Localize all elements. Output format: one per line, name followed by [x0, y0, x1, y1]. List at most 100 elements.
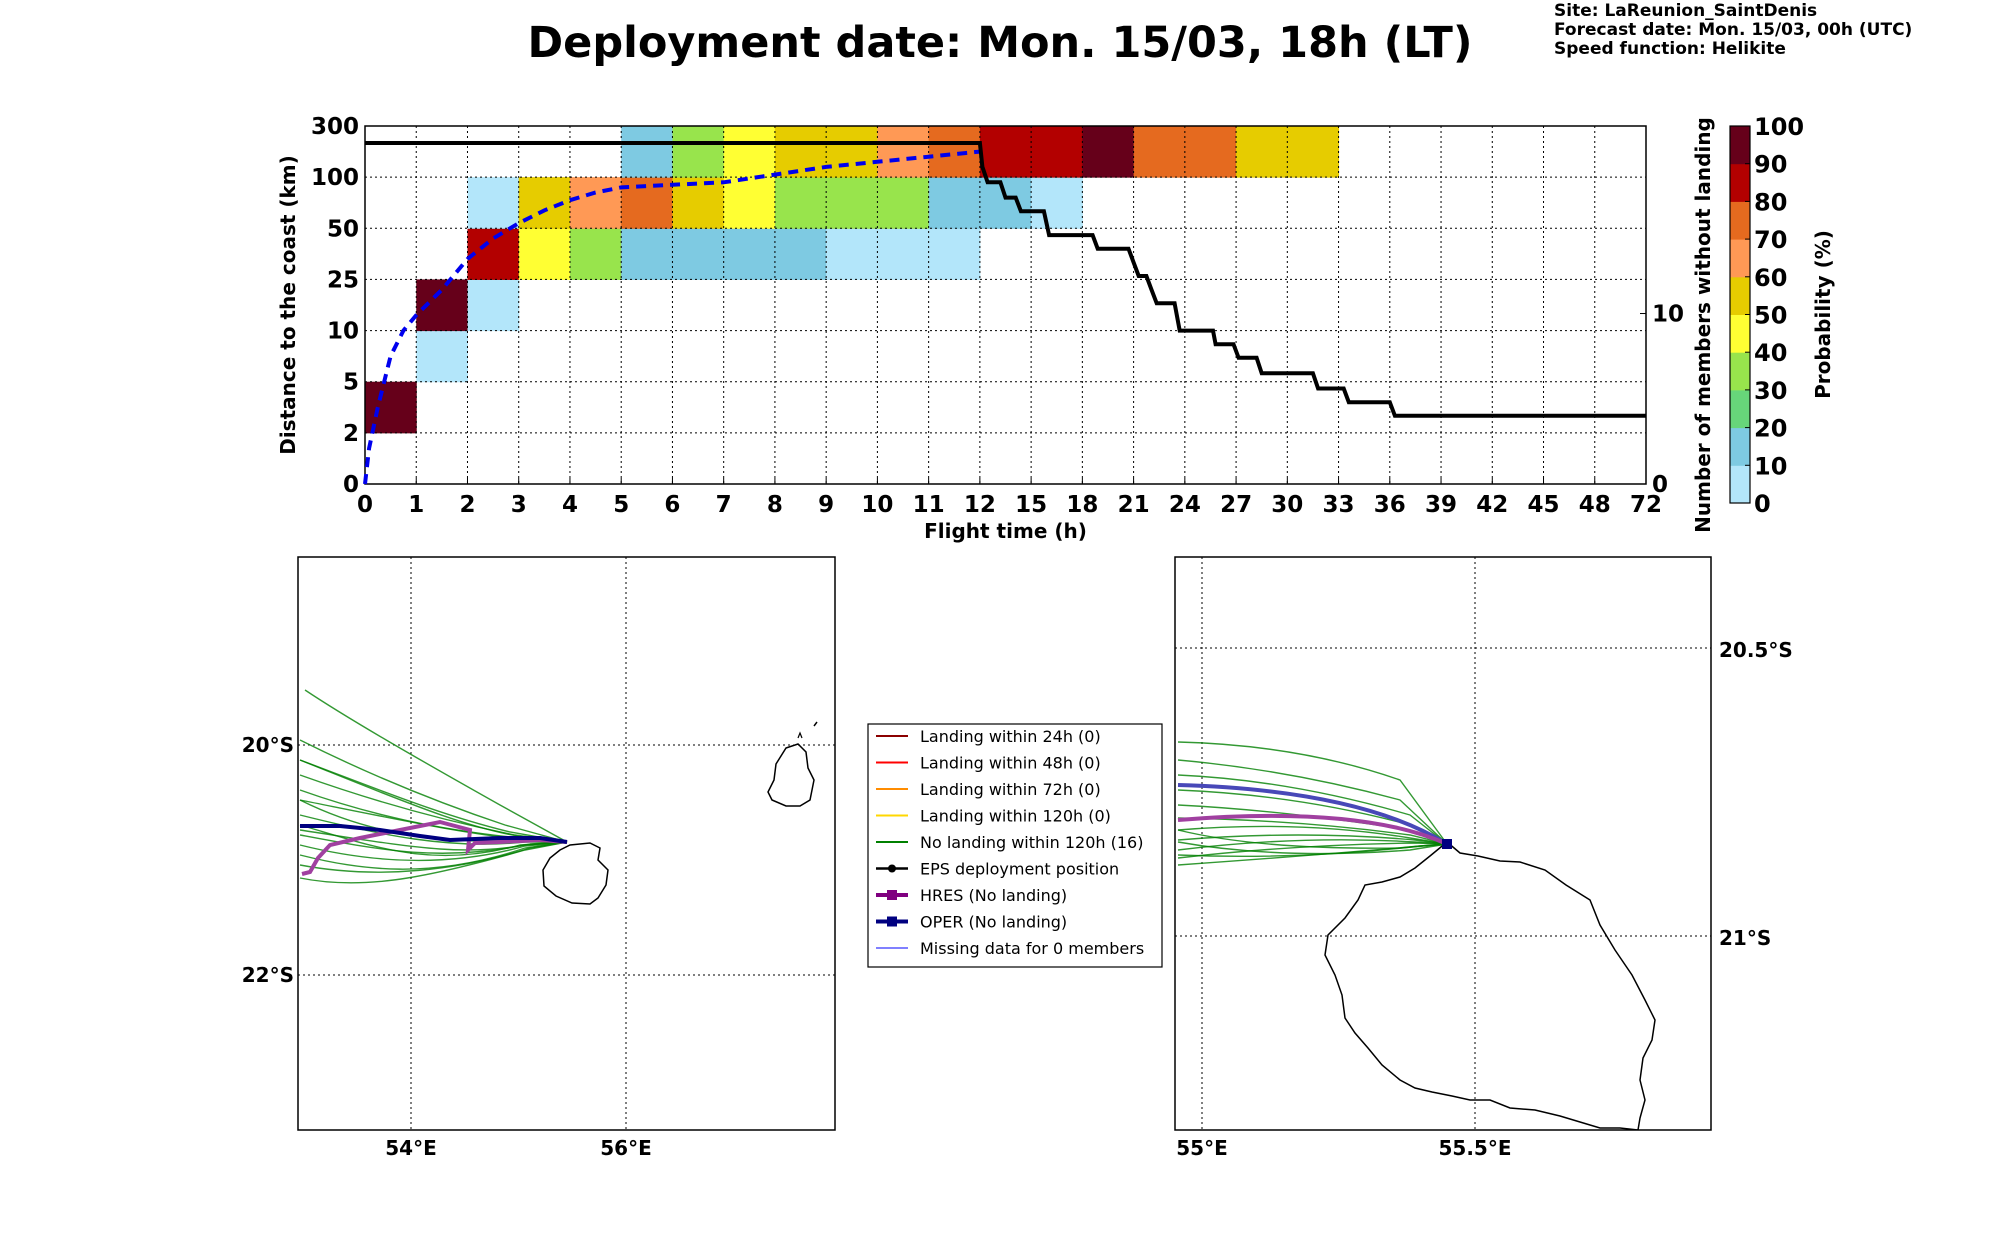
map-lon-label: 55°E	[1176, 1136, 1228, 1160]
colorbar-swatch	[1730, 126, 1750, 165]
colorbar-swatch	[1730, 427, 1750, 466]
map-lon-label: 55.5°E	[1438, 1136, 1511, 1160]
heatmap-cell	[1133, 126, 1186, 178]
colorbar-swatch	[1730, 163, 1750, 202]
y-tick-label: 300	[311, 114, 359, 140]
map-lat-label: 20°S	[242, 733, 294, 757]
legend-frame	[867, 723, 1163, 968]
heatmap-cell	[621, 177, 673, 229]
mauritius-island-outline	[767, 743, 815, 807]
heatmap-cell	[518, 228, 571, 280]
y-tick-label: 2	[343, 421, 359, 447]
y-tick-label: 5	[343, 370, 359, 396]
heatmap-cell	[1082, 126, 1135, 178]
legend-label: Landing within 24h (0)	[920, 727, 1101, 746]
map-lon-label: 54°E	[385, 1136, 437, 1160]
map-content	[1175, 557, 1711, 1130]
x-tick-label: 24	[1169, 492, 1201, 518]
heatmap-cell	[1287, 126, 1340, 178]
heatmap-cell	[826, 177, 878, 229]
heatmap-cell	[1031, 177, 1083, 229]
legend: Landing within 24h (0) Landing within 48h…	[867, 723, 1163, 968]
heatmap-cell	[877, 177, 930, 229]
heatmap-cell	[1184, 126, 1237, 178]
chart-title: Deployment date: Mon. 15/03, 18h (LT)	[527, 18, 1473, 68]
x-tick-label: 8	[767, 492, 783, 518]
heatmap-cell	[774, 177, 827, 229]
colorbar-tick-label: 90	[1754, 151, 1787, 179]
zoom-map: 55°E 55.5°E 20.5°S 21°S	[1174, 556, 1793, 1160]
right-tick-label: 10	[1652, 302, 1684, 328]
colorbar-tick-label: 40	[1754, 339, 1787, 367]
x-tick-label: 30	[1271, 492, 1303, 518]
legend-label: HRES (No landing)	[920, 886, 1067, 905]
x-tick-label: 48	[1579, 492, 1611, 518]
x-tick-label: 27	[1220, 492, 1252, 518]
deployment-marker	[1442, 839, 1452, 849]
heatmap-cell	[723, 177, 776, 229]
colorbar-tick-label: 30	[1754, 377, 1787, 405]
map-content	[298, 557, 835, 1130]
heatmap-cell	[979, 126, 1032, 178]
heatmap-cell	[467, 177, 520, 229]
heatmap-cell	[877, 126, 930, 178]
x-tick-label: 6	[664, 492, 680, 518]
heatmap-cell	[928, 177, 981, 229]
heatmap-cell	[621, 228, 673, 280]
site-label: Site: LaReunion_SaintDenis	[1554, 1, 1818, 21]
heatmap-cell	[672, 177, 725, 229]
legend-marker	[887, 890, 897, 900]
colorbar-swatch	[1730, 239, 1750, 278]
colorbar-swatch	[1730, 465, 1750, 504]
y-tick-label: 25	[327, 267, 359, 293]
legend-marker	[887, 916, 897, 927]
colorbar-tick-label: 50	[1754, 302, 1787, 330]
trajectory-no-landing	[1177, 774, 1448, 845]
heatmap-cell	[774, 126, 827, 178]
x-tick-label: 39	[1425, 492, 1457, 518]
trajectory-no-landing	[1177, 759, 1448, 845]
trajectory-oper	[300, 824, 568, 844]
colorbar: 0 10 20 30 40 50 60 70 80 90 100 Probability (%)	[1729, 113, 1835, 518]
speed-function-label: Speed function: Helikite	[1554, 39, 1786, 59]
y-tick-label: 10	[327, 319, 359, 345]
islet-outline	[813, 721, 818, 727]
legend-label: OPER (No landing)	[920, 913, 1067, 932]
islet-outline	[797, 731, 803, 739]
legend-label: No landing within 120h (16)	[920, 833, 1143, 852]
heatmap-cell	[723, 126, 776, 178]
trajectory-no-landing	[1177, 741, 1448, 845]
x-tick-label: 9	[818, 492, 834, 518]
trajectory-no-landing	[1177, 843, 1448, 866]
colorbar-tick-label: 100	[1754, 113, 1804, 141]
colorbar-tick-label: 10	[1754, 452, 1787, 480]
colorbar-tick-label: 60	[1754, 264, 1787, 292]
y-tick-label: 0	[343, 472, 359, 498]
heatmap-cell	[877, 228, 930, 280]
heatmap-chart: 0 1 2 3 4 5 6 7 8 9 10 11 12 15 18 21 24 27 30 33 36 39 42 45 48…	[276, 114, 1715, 543]
heatmap-cell	[928, 126, 981, 178]
heatmap-cell	[569, 228, 622, 280]
trajectory-oper	[1177, 783, 1449, 846]
map-lat-label: 22°S	[242, 963, 294, 987]
heatmap-cell	[672, 228, 725, 280]
trajectory-no-landing	[1177, 834, 1448, 845]
x-tick-label: 7	[716, 492, 732, 518]
x-tick-label: 33	[1323, 492, 1355, 518]
x-tick-label: 10	[861, 492, 893, 518]
heatmap-cell	[826, 126, 878, 178]
x-tick-label: 15	[1015, 492, 1047, 518]
map-lat-label: 21°S	[1719, 926, 1771, 950]
x-tick-label: 72	[1630, 492, 1662, 518]
legend-label: Landing within 120h (0)	[920, 807, 1111, 826]
y-axis-label: Distance to the coast (km)	[276, 155, 300, 455]
x-tick-label: 2	[459, 492, 475, 518]
colorbar-swatch	[1730, 389, 1750, 429]
heatmap-cell	[723, 228, 776, 280]
x-tick-label: 0	[357, 492, 373, 518]
y-tick-label: 50	[327, 216, 359, 242]
heatmap-cell	[1236, 126, 1288, 178]
right-tick-label: 0	[1652, 472, 1668, 498]
trajectory-no-landing	[304, 689, 568, 843]
